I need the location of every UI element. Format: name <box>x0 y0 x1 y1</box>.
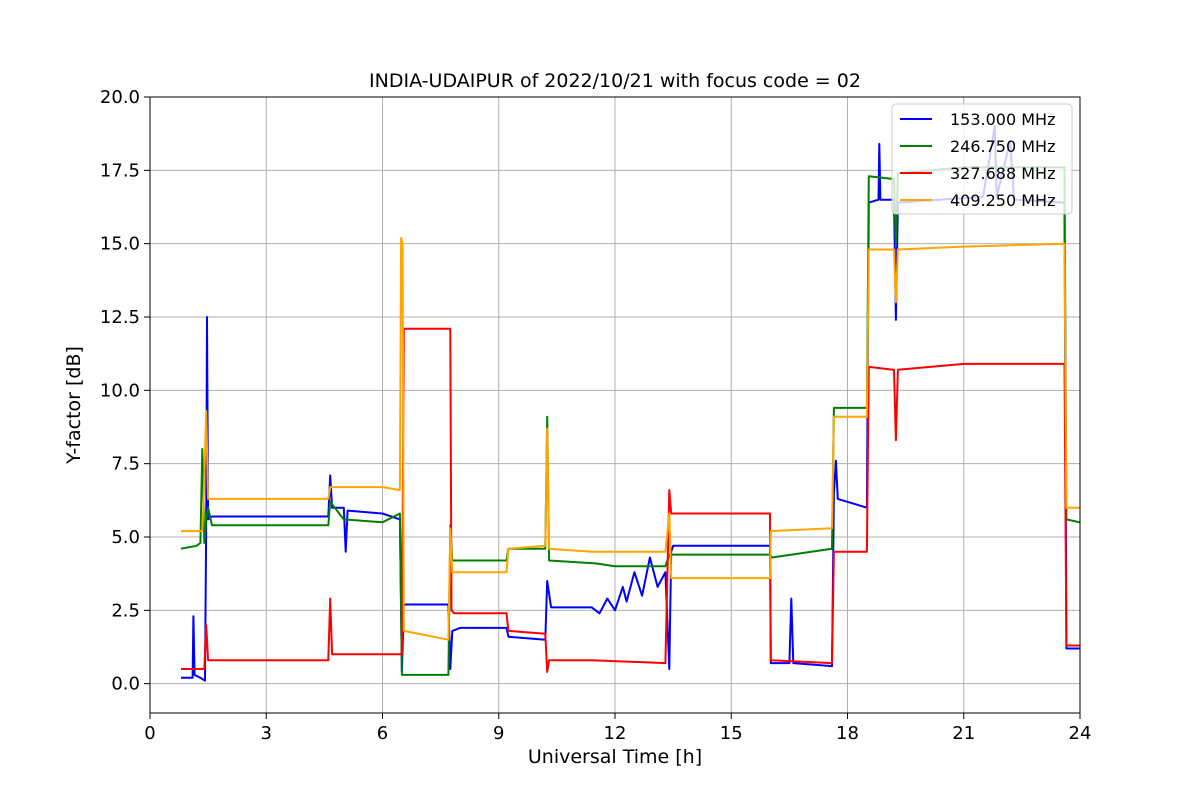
y-tick-label: 17.5 <box>100 160 140 181</box>
y-tick-label: 5.0 <box>111 527 140 548</box>
x-tick-label: 18 <box>836 723 859 744</box>
y-tick-label: 10.0 <box>100 380 140 401</box>
x-tick-label: 12 <box>604 723 627 744</box>
x-tick-label: 21 <box>952 723 975 744</box>
x-tick-label: 3 <box>261 723 272 744</box>
x-tick-label: 6 <box>377 723 388 744</box>
series-layer <box>180 125 1081 682</box>
legend-box <box>891 103 1073 215</box>
legend-label-1: 153.000 MHz <box>950 110 1055 129</box>
y-tick-label: 0.0 <box>111 674 140 695</box>
legend: 153.000 MHz 246.750 MHz 327.688 MHz 409.250… <box>891 103 1073 215</box>
series-line-1 <box>181 125 1080 682</box>
y-tick-label: 2.5 <box>111 600 140 621</box>
y-tick-label: 20.0 <box>100 87 140 108</box>
series-line-2 <box>180 166 1081 676</box>
legend-label-4: 409.250 MHz <box>950 191 1055 210</box>
legend-label-3: 327.688 MHz <box>950 164 1055 183</box>
y-tick-label: 7.5 <box>111 454 140 475</box>
y-tick-label: 12.5 <box>100 307 140 328</box>
chart-title: INDIA-UDAIPUR of 2022/10/21 with focus c… <box>369 70 861 92</box>
x-axis-label: Universal Time [h] <box>528 746 702 768</box>
x-tick-label: 15 <box>720 723 743 744</box>
x-tick-label: 24 <box>1069 723 1092 744</box>
y-tick-label: 15.0 <box>100 234 140 255</box>
y-axis-label: Y-factor [dB] <box>63 346 85 465</box>
x-tick-label: 9 <box>493 723 504 744</box>
tick-layer: 0 3 6 9 12 15 18 21 24 0.0 2.5 5.0 7.5 10.0 12.5 15.0 17… <box>100 87 1092 744</box>
legend-label-2: 246.750 MHz <box>950 137 1055 156</box>
series-line-3 <box>181 327 1080 673</box>
series-line-4 <box>181 236 1080 641</box>
x-tick-label: 0 <box>144 723 155 744</box>
